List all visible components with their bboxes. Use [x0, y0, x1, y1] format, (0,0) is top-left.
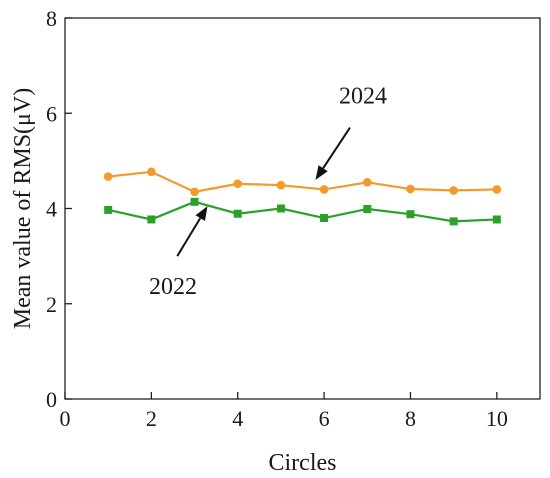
data-point — [190, 197, 199, 206]
plot-frame — [64, 17, 541, 400]
x-axis-title: Circles — [269, 450, 337, 476]
annotation-label: 2024 — [339, 84, 387, 110]
data-point — [233, 179, 243, 189]
data-point — [406, 184, 415, 194]
x-tick-label: 0 — [60, 406, 71, 431]
annotation-2024: 2024 — [315, 84, 387, 180]
annotation-label: 2022 — [149, 274, 197, 300]
annotation-arrow-shaft — [176, 217, 202, 257]
data-point — [233, 209, 242, 218]
data-point — [492, 185, 502, 194]
annotation-arrow-shaft — [322, 126, 351, 169]
x-tick-label: 2 — [146, 406, 157, 431]
data-point — [320, 214, 329, 223]
data-point — [449, 217, 458, 226]
data-point — [103, 172, 113, 181]
data-point — [276, 204, 285, 213]
series-2022 — [104, 197, 501, 226]
annotation-arrow-head — [315, 165, 328, 180]
series-line — [108, 170, 497, 193]
data-point — [190, 187, 199, 197]
data-point — [319, 185, 329, 194]
data-point — [147, 215, 156, 224]
data-point — [147, 167, 156, 177]
y-tick-label: 6 — [46, 101, 57, 126]
y-axis-title: Mean value of RMS(μV) — [10, 88, 36, 330]
annotation-layer: 2024 2022 — [149, 84, 387, 301]
data-point — [406, 210, 415, 219]
y-tick-label: 8 — [46, 6, 57, 31]
x-tick-label: 10 — [486, 406, 508, 431]
data-point — [363, 204, 372, 213]
y-tick-label: 4 — [46, 197, 57, 222]
data-point — [276, 180, 286, 190]
y-tick-label: 0 — [46, 387, 57, 412]
x-tick-label: 6 — [319, 406, 330, 431]
data-point — [362, 178, 372, 187]
series-2024 — [103, 167, 502, 197]
tick-layer: 0 2 4 6 8 10 0 2 4 6 8 — [46, 6, 508, 431]
x-tick-label: 4 — [232, 406, 243, 431]
series-line — [107, 200, 497, 223]
data-point — [492, 215, 501, 224]
annotation-2022: 2022 — [149, 206, 208, 300]
y-tick-label: 2 — [46, 292, 57, 317]
annotation-arrow-head — [195, 206, 208, 221]
data-point — [449, 186, 458, 195]
data-point — [104, 205, 113, 214]
x-tick-label: 8 — [405, 406, 416, 431]
plot-area: 2024 2022 0 2 4 6 8 10 0 2 4 6 8 — [46, 6, 541, 431]
series-layer — [103, 167, 502, 226]
